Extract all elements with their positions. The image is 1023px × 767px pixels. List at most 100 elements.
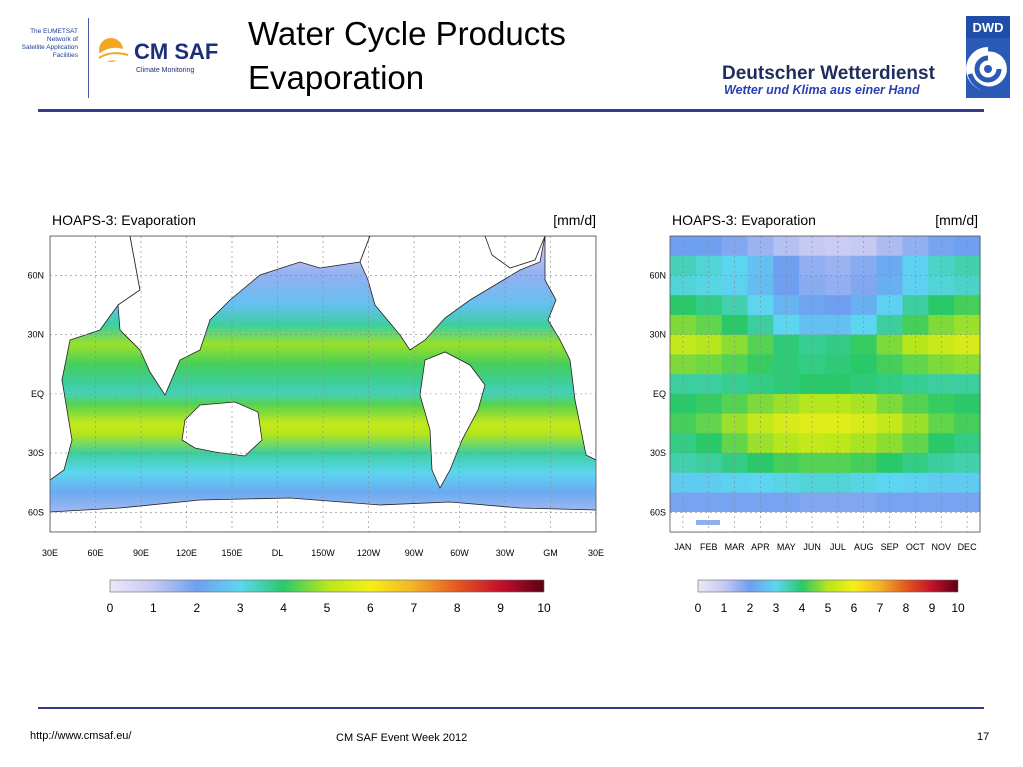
season-cell [825, 354, 852, 375]
season-cell [773, 275, 800, 296]
season-y-tick-label: EQ [653, 389, 666, 399]
season-cell [902, 354, 929, 375]
season-cell [670, 275, 697, 296]
map-y-tick-label: 60N [27, 270, 44, 280]
map-x-tick-label: 30E [42, 548, 58, 558]
evaporation-map-chart: HOAPS-3: Evaporation [mm/d] 60N30NEQ30S6… [27, 212, 604, 615]
season-colorbar-ticks: 0 1 2 3 4 5 6 7 8 9 10 [695, 601, 965, 615]
season-cell [721, 334, 749, 355]
season-x-tick-label: JUL [830, 542, 846, 552]
map-title: HOAPS-3: Evaporation [52, 212, 196, 228]
season-cell [670, 255, 697, 277]
map-colorbar-tick-label: 9 [497, 601, 504, 615]
map-x-axis: 30E 60E 90E 120E 150E DL 150W 120W 90W 60W 30W GM 30… [42, 548, 604, 558]
season-cell [928, 354, 955, 375]
map-frame [49, 235, 597, 533]
season-cell [954, 472, 981, 494]
season-y-axis: 60N 30N EQ 30S 60S [649, 270, 666, 517]
season-cell [799, 275, 826, 296]
season-cell [876, 295, 904, 316]
season-cell [876, 314, 904, 336]
season-colorbar [697, 579, 959, 593]
season-cell [954, 334, 981, 355]
map-colorbar-tick-label: 6 [367, 601, 374, 615]
map-y-tick-label: EQ [31, 389, 44, 399]
land-africa-east [544, 236, 596, 461]
season-cell [670, 433, 697, 454]
cmsaf-name: CM SAF [134, 39, 218, 64]
season-cell [695, 433, 723, 454]
eumetsat-network-text: The EUMETSAT Network of Satellite Applic… [21, 28, 78, 59]
season-x-tick-label: OCT [906, 542, 926, 552]
season-cell [954, 413, 981, 434]
season-x-tick-label: FEB [700, 542, 718, 552]
season-cell [825, 275, 852, 296]
season-cell [850, 453, 878, 474]
season-cell [773, 374, 800, 395]
season-cell [773, 433, 800, 454]
cmsaf-sub: Climate Monitoring [136, 67, 194, 74]
season-x-tick-label: MAR [725, 542, 746, 552]
season-cell [928, 453, 955, 474]
season-cell [876, 255, 904, 277]
season-cell [850, 354, 878, 375]
season-y-tick-label: 60S [650, 507, 666, 517]
map-x-tick-label: 30E [588, 548, 604, 558]
season-cell [799, 472, 826, 494]
season-cell [850, 374, 878, 395]
season-cell [670, 453, 697, 474]
season-cell [825, 453, 852, 474]
map-y-axis: 60N 30N EQ 30S 60S [27, 270, 44, 517]
season-cell [902, 295, 929, 316]
season-cell [928, 255, 955, 277]
season-cell [928, 295, 955, 316]
land-south-america [419, 351, 486, 489]
season-cell [747, 393, 774, 415]
map-x-tick-label: GM [543, 548, 558, 558]
season-cell [954, 295, 981, 316]
map-x-tick-label: 150E [221, 548, 242, 558]
season-cell [850, 433, 878, 454]
map-land [50, 236, 596, 532]
land-greenland [484, 236, 546, 269]
season-cell [850, 255, 878, 277]
season-cell [799, 433, 826, 454]
season-cell [721, 393, 749, 415]
map-y-tick-label: 60S [28, 507, 44, 517]
season-cell [902, 314, 929, 336]
season-cell [695, 255, 723, 277]
season-cell [670, 334, 697, 355]
map-x-tick-label: 30W [496, 548, 515, 558]
season-cell [850, 413, 878, 434]
season-cell [670, 314, 697, 336]
season-cell [876, 334, 904, 355]
season-cell [825, 334, 852, 355]
season-cell [695, 295, 723, 316]
season-x-tick-label: SEP [881, 542, 899, 552]
map-y-tick-label: 30N [27, 330, 44, 340]
season-cell [954, 374, 981, 395]
season-x-tick-label: APR [751, 542, 770, 552]
season-cell [902, 374, 929, 395]
season-grid [670, 236, 980, 532]
season-x-tick-label: DEC [958, 542, 978, 552]
season-cell [695, 334, 723, 355]
season-cell [747, 354, 774, 375]
season-cell [799, 354, 826, 375]
season-cell [670, 354, 697, 375]
season-cell [954, 275, 981, 296]
season-x-tick-label: AUG [854, 542, 874, 552]
season-missing [670, 512, 980, 532]
season-cell [721, 314, 749, 336]
map-x-tick-label: 90W [405, 548, 424, 558]
season-cell [799, 393, 826, 415]
season-cell [695, 413, 723, 434]
map-x-tick-label: 150W [311, 548, 335, 558]
footer-url[interactable]: http://www.cmsaf.eu/ [30, 730, 132, 742]
season-cell [928, 433, 955, 454]
header-rule [38, 109, 984, 112]
season-cell [799, 334, 826, 355]
season-cell [670, 374, 697, 395]
season-cell [773, 354, 800, 375]
season-cell [825, 374, 852, 395]
